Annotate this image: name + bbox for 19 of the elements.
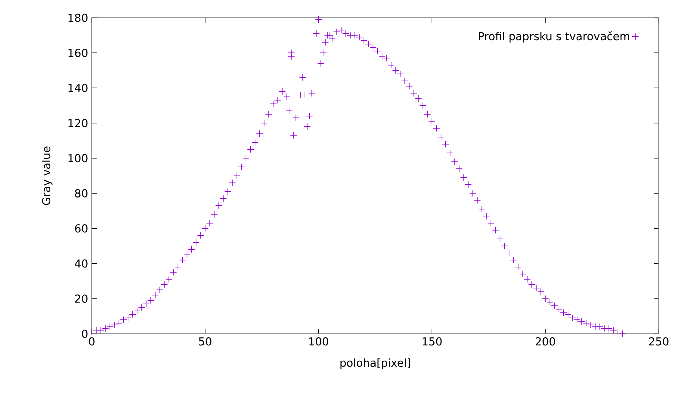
x-tick-label: 150: [422, 338, 442, 346]
y-tick-label: 160: [68, 48, 88, 58]
y-tick-label: 80: [75, 189, 88, 198]
y-tick-label: 180: [68, 14, 88, 22]
y-tick-label: 40: [75, 260, 88, 268]
x-tick-label: 0: [89, 338, 95, 346]
x-axis-title: poloha[pixel]: [340, 358, 410, 370]
y-tick-label: 100: [68, 154, 88, 163]
y-tick-label: 140: [68, 84, 88, 92]
x-tick-label: 200: [536, 338, 556, 346]
y-tick-label: 60: [75, 224, 88, 233]
y-tick-label: 0: [82, 330, 88, 338]
x-tick-label: 250: [649, 338, 669, 346]
y-axis-title: Gray value: [42, 146, 53, 206]
x-tick-label: 50: [199, 338, 212, 346]
y-tick-label: 120: [68, 119, 88, 128]
y-tick-label: 20: [75, 294, 88, 304]
legend-label: Profil paprsku s tvarovačem: [479, 32, 630, 43]
x-tick-label: 100: [310, 338, 329, 346]
